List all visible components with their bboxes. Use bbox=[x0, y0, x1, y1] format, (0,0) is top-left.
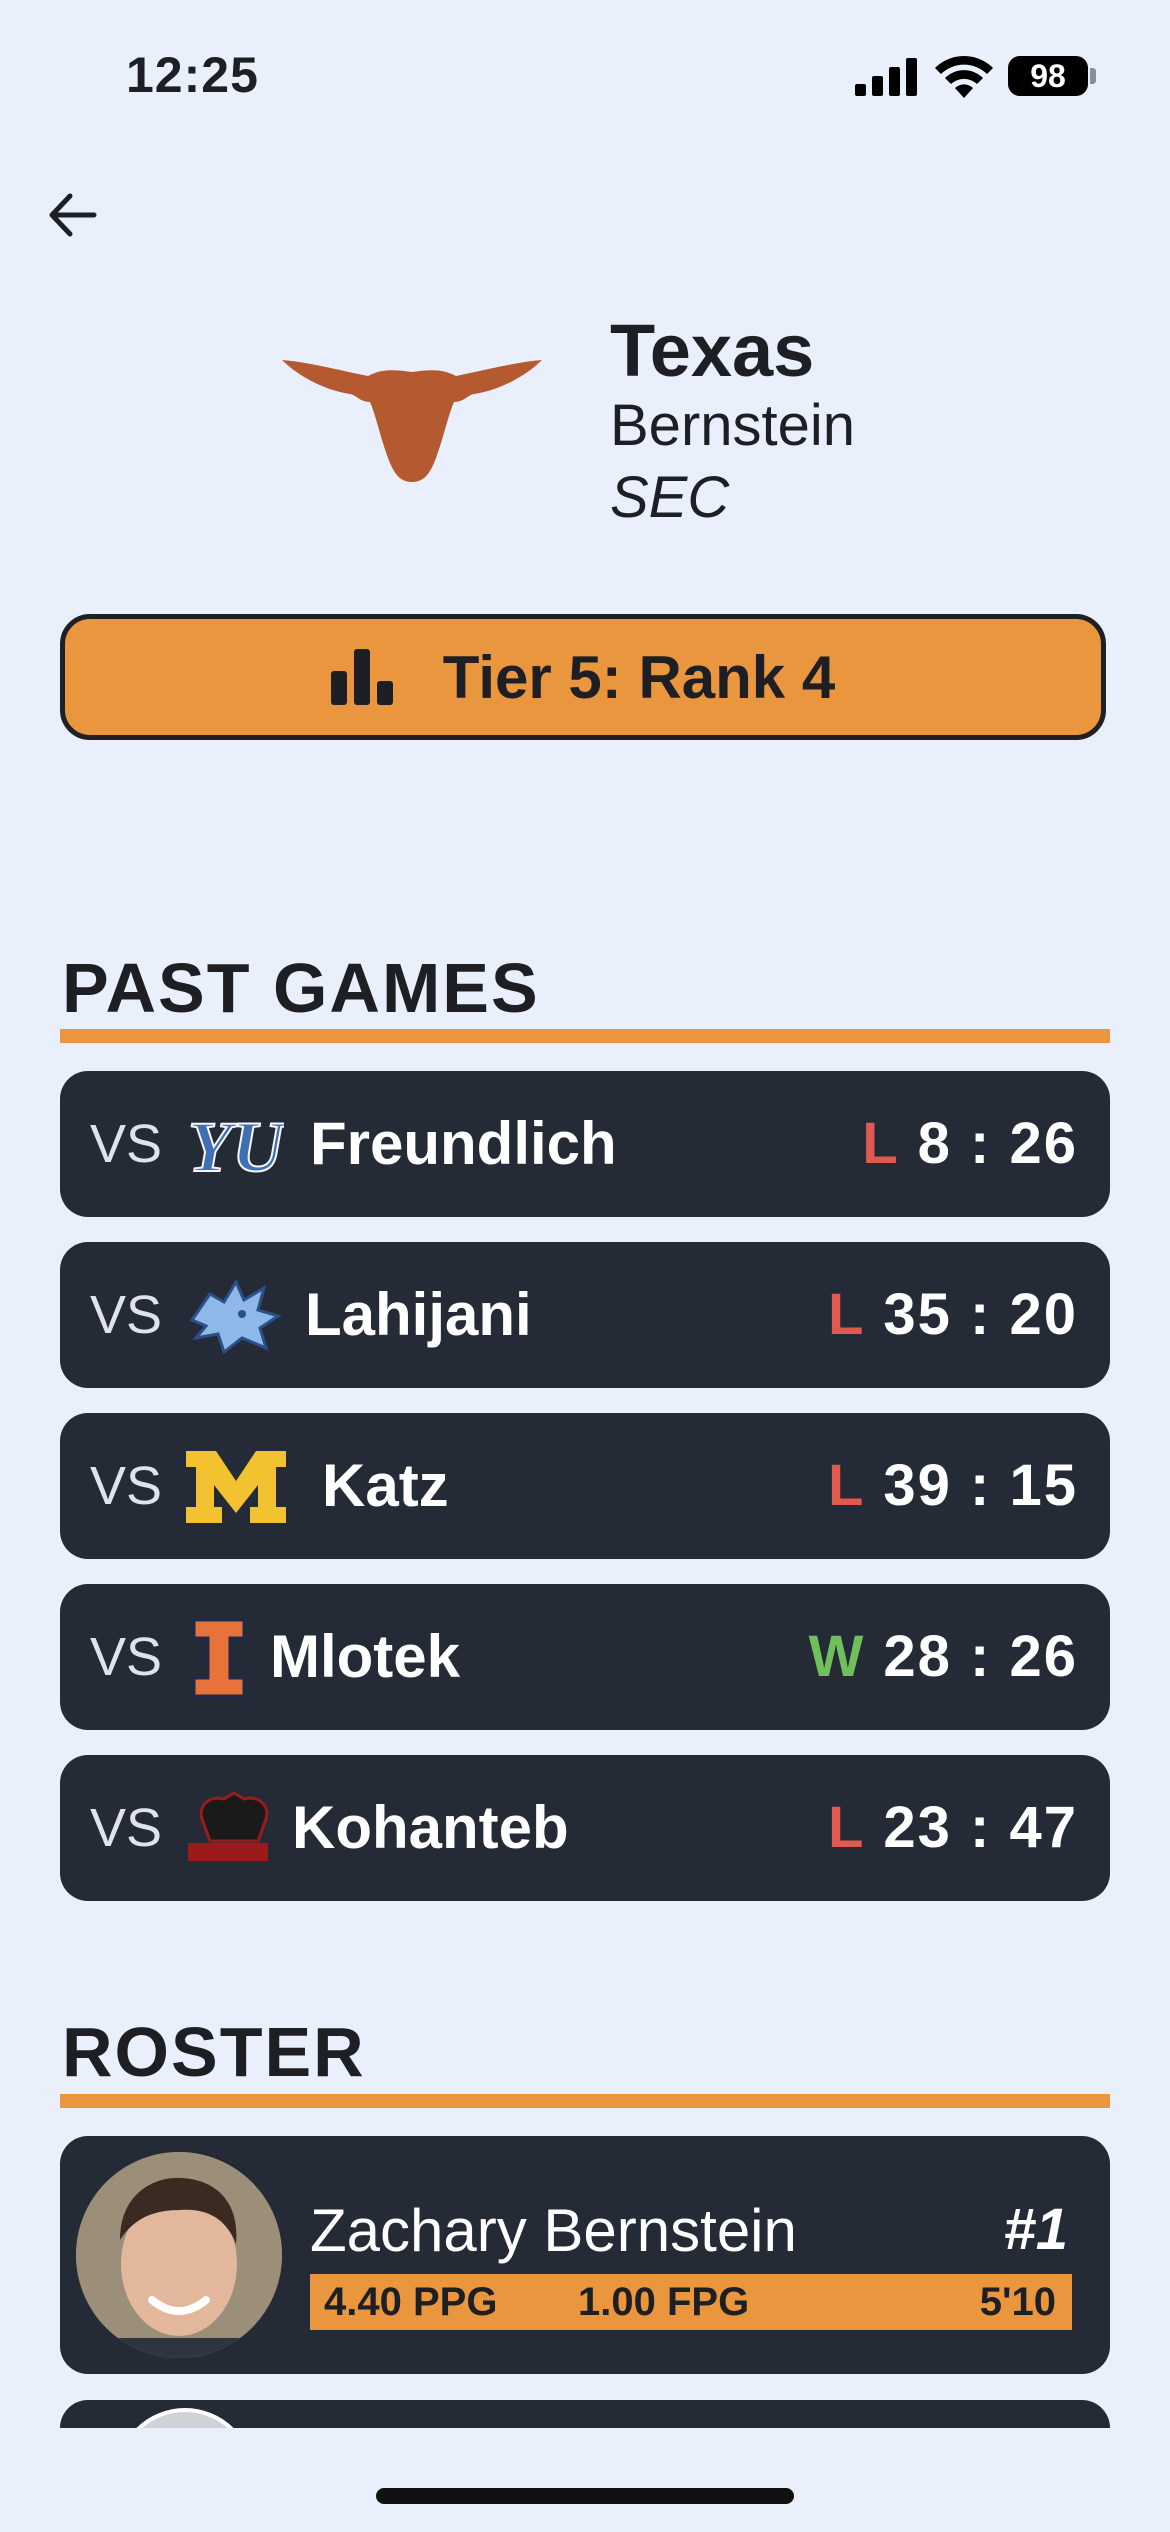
back-arrow-icon[interactable] bbox=[40, 180, 110, 250]
home-indicator[interactable] bbox=[376, 2488, 794, 2504]
game-score: L 35 : 20 bbox=[828, 1242, 1078, 1388]
bar-chart-icon bbox=[330, 649, 393, 705]
player-name: Zachary Bernstein bbox=[310, 2197, 797, 2264]
vs-label: VS bbox=[90, 1456, 163, 1516]
past-games-list: VS YU Freundlich L 8 : 26 VS Lahijani L 35… bbox=[60, 1071, 1110, 1926]
team-name: Texas bbox=[610, 309, 815, 392]
opponent-name: Freundlich bbox=[310, 1110, 617, 1177]
game-result: L bbox=[862, 1111, 900, 1176]
game-score: L 23 : 47 bbox=[828, 1755, 1078, 1901]
game-result: L bbox=[827, 1282, 866, 1347]
roster-heading: ROSTER bbox=[62, 2013, 366, 2091]
team-owner: Bernstein bbox=[610, 393, 856, 458]
vs-label: VS bbox=[90, 1285, 163, 1345]
score-value: 23 : 47 bbox=[883, 1795, 1078, 1860]
svg-text:YU: YU bbox=[188, 1107, 284, 1185]
game-row[interactable]: VS YU Freundlich L 8 : 26 bbox=[60, 1071, 1110, 1217]
vs-label: VS bbox=[90, 1798, 163, 1858]
vs-label: VS bbox=[90, 1627, 163, 1687]
team-header: Texas Bernstein SEC bbox=[0, 290, 1170, 550]
score-value: 8 : 26 bbox=[917, 1111, 1078, 1176]
game-score: L 39 : 15 bbox=[828, 1413, 1078, 1559]
wolf-logo-icon bbox=[189, 1278, 282, 1355]
game-result: W bbox=[808, 1624, 866, 1689]
game-row[interactable]: VS Mlotek W 28 : 26 bbox=[60, 1584, 1110, 1730]
stat-height: 5'10 bbox=[979, 2280, 1056, 2324]
wifi-icon bbox=[935, 55, 993, 98]
team-conference: SEC bbox=[610, 465, 730, 530]
vs-label: VS bbox=[90, 1114, 163, 1174]
battery-cap bbox=[1090, 68, 1096, 84]
player-stats-bar: 4.40 PPG 1.00 FPG 5'10 bbox=[310, 2274, 1072, 2330]
past-games-heading: PAST GAMES bbox=[62, 949, 540, 1027]
opponent-name: Lahijani bbox=[305, 1281, 532, 1348]
cellular-signal-icon bbox=[855, 58, 917, 96]
player-card-partial[interactable] bbox=[60, 2400, 1110, 2428]
opponent-name: Katz bbox=[322, 1452, 449, 1519]
game-row[interactable]: VS Katz L 39 : 15 bbox=[60, 1413, 1110, 1559]
yu-logo-icon: YU bbox=[187, 1106, 284, 1185]
game-score: L 8 : 26 bbox=[862, 1071, 1078, 1217]
score-value: 35 : 20 bbox=[883, 1282, 1078, 1347]
status-time: 12:25 bbox=[126, 47, 259, 103]
tier-rank-button[interactable]: Tier 5: Rank 4 bbox=[60, 614, 1106, 740]
game-result: L bbox=[827, 1453, 866, 1518]
tier-rank-label: Tier 5: Rank 4 bbox=[442, 643, 836, 711]
past-games-divider bbox=[60, 1029, 1110, 1043]
opponent-name: Mlotek bbox=[270, 1623, 461, 1690]
stat-ppg: 4.40 PPG bbox=[324, 2280, 498, 2324]
status-bar: 12:25 98 bbox=[0, 0, 1170, 150]
game-score: W 28 : 26 bbox=[809, 1584, 1078, 1730]
block-i-logo-icon bbox=[192, 1618, 246, 1698]
stat-fpg: 1.00 FPG bbox=[578, 2280, 750, 2324]
roster-list: Zachary Bernstein #1 4.40 PPG 1.00 FPG 5… bbox=[60, 2136, 1110, 2374]
game-row[interactable]: VS Kohanteb L 23 : 47 bbox=[60, 1755, 1110, 1901]
player-avatar bbox=[76, 2152, 282, 2358]
opponent-name: Kohanteb bbox=[292, 1794, 569, 1861]
score-value: 39 : 15 bbox=[883, 1453, 1078, 1518]
game-row[interactable]: VS Lahijani L 35 : 20 bbox=[60, 1242, 1110, 1388]
player-card[interactable]: Zachary Bernstein #1 4.40 PPG 1.00 FPG 5… bbox=[60, 2136, 1110, 2374]
longhorn-logo-icon bbox=[282, 360, 542, 482]
block-m-logo-icon bbox=[186, 1451, 286, 1523]
roster-divider bbox=[60, 2094, 1110, 2108]
score-value: 28 : 26 bbox=[883, 1624, 1078, 1689]
player-avatar bbox=[116, 2408, 254, 2428]
battery-icon: 98 bbox=[1008, 56, 1088, 96]
brahmas-logo-icon bbox=[188, 1791, 269, 1861]
game-result: L bbox=[827, 1795, 866, 1860]
player-photo bbox=[76, 2152, 282, 2358]
player-number: #1 bbox=[1003, 2197, 1068, 2262]
